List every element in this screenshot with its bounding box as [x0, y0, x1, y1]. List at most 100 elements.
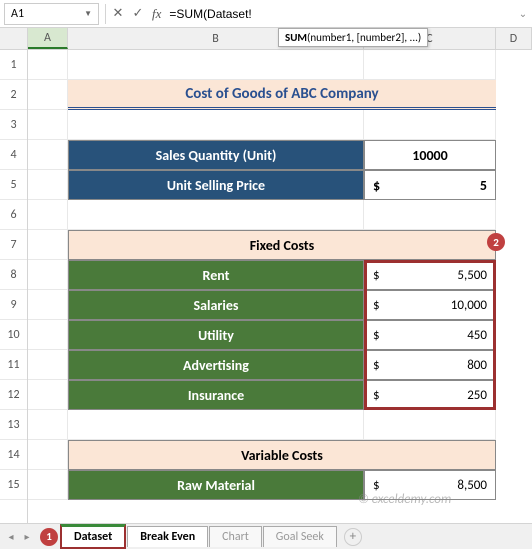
divider [105, 4, 106, 24]
cell[interactable] [364, 200, 496, 230]
chevron-down-icon[interactable]: ▼ [84, 9, 92, 19]
cell[interactable] [28, 170, 68, 200]
cell[interactable] [28, 230, 68, 260]
fixed-costs-header[interactable]: Fixed Costs [68, 230, 496, 260]
select-all-corner[interactable] [0, 28, 27, 50]
col-header-a[interactable]: A [28, 28, 68, 49]
formula-input[interactable] [165, 7, 514, 21]
cell[interactable] [28, 470, 68, 500]
fixed-label[interactable]: Rent [68, 260, 364, 290]
fixed-value[interactable]: $10,000 [364, 290, 496, 320]
cell[interactable] [28, 440, 68, 470]
tab-prev-icon[interactable]: ◂ [4, 530, 18, 544]
row-header[interactable]: 10 [0, 320, 27, 350]
tab-chart[interactable]: Chart [209, 526, 262, 547]
sheet-area: A B C D Cost of Goods of ABC Company Sal… [28, 28, 532, 523]
number: 450 [380, 328, 487, 343]
tab-goal-seek[interactable]: Goal Seek [263, 526, 337, 547]
row-header[interactable]: 14 [0, 440, 27, 470]
cell[interactable] [364, 110, 496, 140]
row-header[interactable]: 2 [0, 80, 27, 110]
row-header[interactable]: 11 [0, 350, 27, 380]
col-header-d[interactable]: D [496, 28, 532, 49]
cell[interactable] [28, 200, 68, 230]
cell[interactable] [28, 350, 68, 380]
fixed-label[interactable]: Utility [68, 320, 364, 350]
cell[interactable] [68, 110, 364, 140]
sheet-tabs-bar: ◂ ▸ 1 Dataset Break Even Chart Goal Seek… [0, 523, 532, 549]
row-header[interactable]: 9 [0, 290, 27, 320]
row-header[interactable]: 1 [0, 50, 27, 80]
unit-price-label[interactable]: Unit Selling Price [68, 170, 364, 200]
cells: Cost of Goods of ABC Company Sales Quant… [28, 50, 532, 500]
tab-nav: ◂ ▸ [4, 530, 34, 544]
row-header[interactable]: 7 [0, 230, 27, 260]
row-header[interactable]: 15 [0, 470, 27, 500]
cell[interactable] [28, 380, 68, 410]
cancel-icon[interactable]: ✕ [108, 4, 128, 24]
fx-icon[interactable]: fx [152, 6, 161, 22]
sales-qty-value[interactable]: 10000 [364, 140, 496, 170]
tab-break-even[interactable]: Break Even [127, 526, 208, 547]
fixed-value[interactable]: $5,500 [364, 260, 496, 290]
fixed-label[interactable]: Salaries [68, 290, 364, 320]
title-cell[interactable]: Cost of Goods of ABC Company [68, 80, 496, 110]
currency: $ [373, 268, 380, 283]
row-header[interactable]: 5 [0, 170, 27, 200]
variable-costs-header[interactable]: Variable Costs [68, 440, 496, 470]
fixed-label[interactable]: Insurance [68, 380, 364, 410]
grid-area: 1 2 3 4 5 6 7 8 9 10 11 12 13 14 15 A B … [0, 28, 532, 523]
row-header[interactable]: 6 [0, 200, 27, 230]
cell[interactable] [28, 320, 68, 350]
currency: $ [373, 358, 380, 373]
cell[interactable] [28, 260, 68, 290]
sales-qty-label[interactable]: Sales Quantity (Unit) [68, 140, 364, 170]
currency: $ [373, 478, 380, 493]
tooltip-args: (number1, [number2], ...) [307, 31, 421, 44]
number: 10,000 [380, 298, 487, 313]
unit-price-value[interactable]: $5 [364, 170, 496, 200]
currency: $ [373, 328, 380, 343]
cell[interactable] [28, 110, 68, 140]
tab-dataset[interactable]: Dataset [60, 524, 126, 549]
cell[interactable] [68, 410, 364, 440]
formula-tooltip: SUM(number1, [number2], ...) [278, 28, 428, 47]
expand-icon[interactable]: ⌄ [514, 7, 532, 20]
fixed-value[interactable]: $800 [364, 350, 496, 380]
row-header[interactable]: 8 [0, 260, 27, 290]
cell[interactable] [28, 50, 68, 80]
cell[interactable] [28, 80, 68, 110]
number: 8,500 [380, 478, 487, 493]
check-icon[interactable]: ✓ [128, 4, 148, 24]
number: 250 [380, 388, 487, 403]
annotation-badge-1: 1 [40, 528, 58, 546]
name-box[interactable]: A1 ▼ [4, 3, 99, 25]
cell[interactable] [68, 50, 364, 80]
currency: $ [373, 177, 380, 194]
cell[interactable] [364, 410, 496, 440]
cell[interactable] [68, 200, 364, 230]
cell[interactable] [28, 410, 68, 440]
currency: $ [373, 298, 380, 313]
row-headers: 1 2 3 4 5 6 7 8 9 10 11 12 13 14 15 [0, 28, 28, 523]
row-header[interactable]: 12 [0, 380, 27, 410]
number: 5,500 [380, 268, 487, 283]
annotation-badge-2: 2 [487, 233, 505, 251]
tab-next-icon[interactable]: ▸ [20, 530, 34, 544]
number: 800 [380, 358, 487, 373]
var-value[interactable]: $8,500 [364, 470, 496, 500]
row-header[interactable]: 3 [0, 110, 27, 140]
fixed-value[interactable]: $450 [364, 320, 496, 350]
cell[interactable] [364, 50, 496, 80]
add-sheet-icon[interactable]: + [344, 528, 362, 546]
tooltip-fn: SUM [285, 31, 307, 44]
cell[interactable] [28, 140, 68, 170]
var-label[interactable]: Raw Material [68, 470, 364, 500]
fixed-label[interactable]: Advertising [68, 350, 364, 380]
fixed-value[interactable]: $250 [364, 380, 496, 410]
formula-bar: A1 ▼ ✕ ✓ fx ⌄ [0, 0, 532, 28]
row-header[interactable]: 13 [0, 410, 27, 440]
cell[interactable] [28, 290, 68, 320]
currency: $ [373, 388, 380, 403]
row-header[interactable]: 4 [0, 140, 27, 170]
